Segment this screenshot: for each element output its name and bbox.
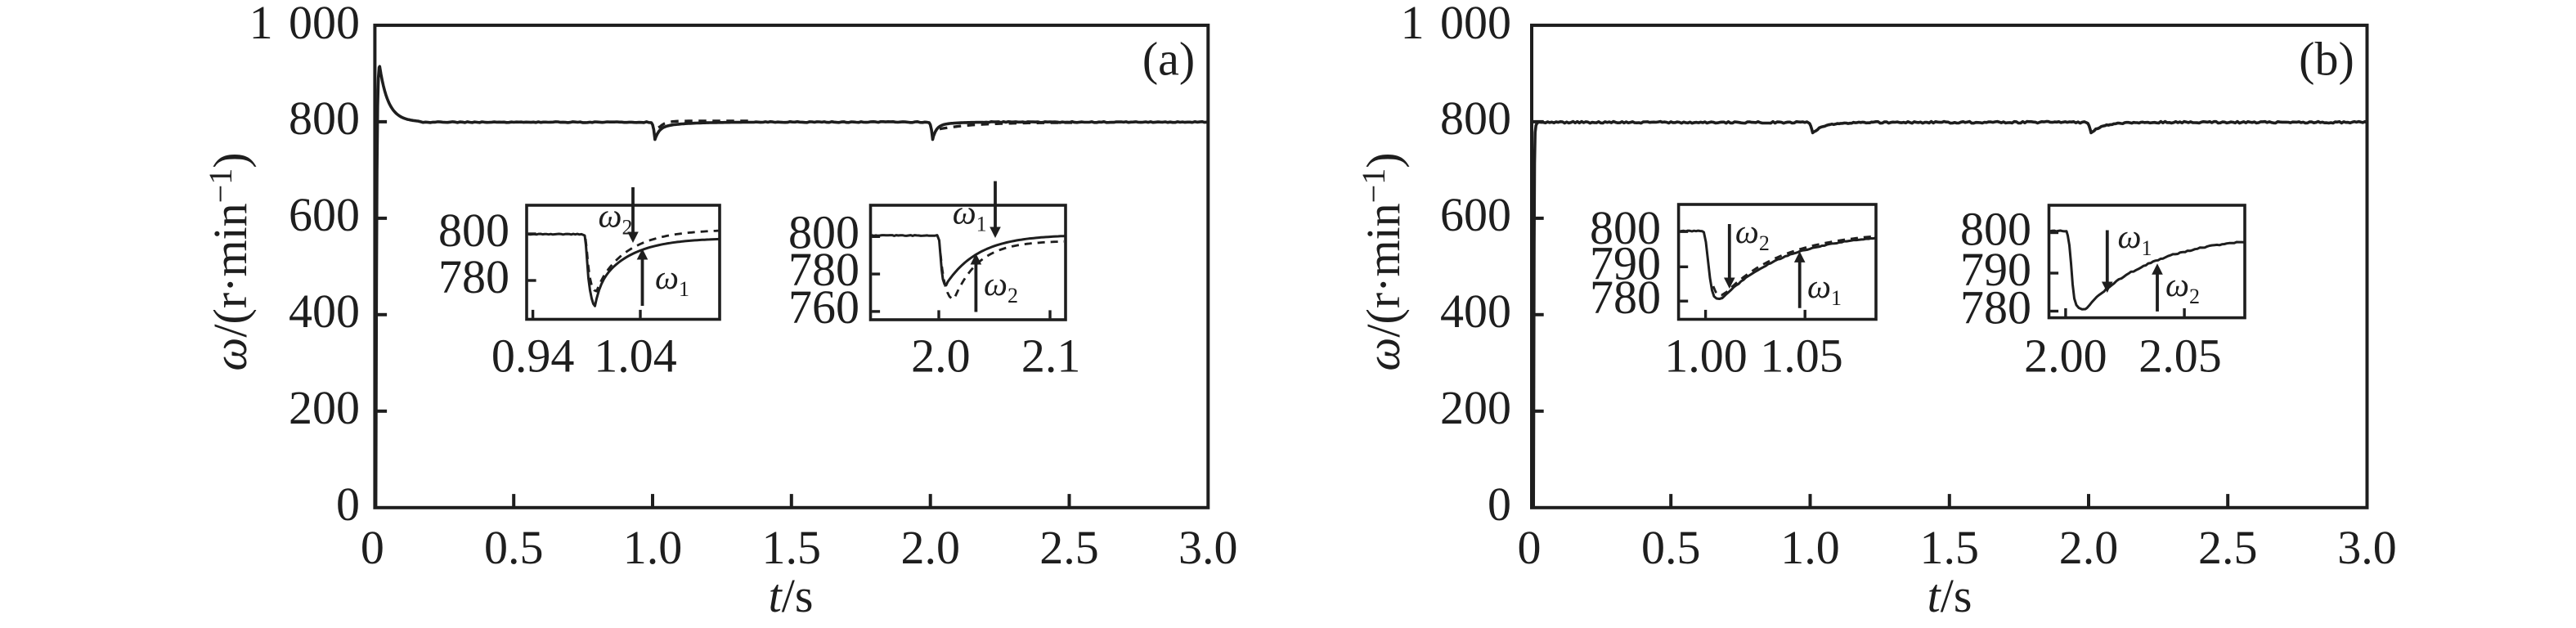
svg-text:2.5: 2.5 bbox=[1039, 521, 1099, 574]
svg-text:600: 600 bbox=[289, 188, 360, 241]
svg-text:200: 200 bbox=[1440, 381, 1511, 434]
svg-text:780: 780 bbox=[788, 243, 859, 296]
svg-text:780: 780 bbox=[438, 250, 509, 303]
svg-text:800: 800 bbox=[289, 92, 360, 145]
svg-text:760: 760 bbox=[788, 280, 859, 334]
svg-text:2.0: 2.0 bbox=[911, 330, 971, 383]
svg-text:3.0: 3.0 bbox=[2337, 521, 2397, 574]
svg-text:2.00: 2.00 bbox=[2024, 330, 2107, 383]
svg-text:1.05: 1.05 bbox=[1760, 330, 1843, 383]
svg-text:t/s: t/s bbox=[769, 569, 814, 622]
svg-text:2.1: 2.1 bbox=[1021, 330, 1081, 383]
svg-text:400: 400 bbox=[1440, 285, 1511, 338]
svg-text:200: 200 bbox=[289, 381, 360, 434]
svg-text:(b): (b) bbox=[2299, 33, 2354, 86]
svg-text:0.94: 0.94 bbox=[491, 330, 575, 383]
svg-text:1 000: 1 000 bbox=[1401, 0, 1511, 49]
svg-text:800: 800 bbox=[438, 204, 509, 257]
svg-text:ω2: ω2 bbox=[599, 197, 633, 240]
svg-text:1.5: 1.5 bbox=[762, 521, 822, 574]
svg-text:3.0: 3.0 bbox=[1178, 521, 1238, 574]
svg-text:0: 0 bbox=[1518, 521, 1542, 574]
svg-text:800: 800 bbox=[1590, 201, 1661, 254]
svg-text:800: 800 bbox=[788, 205, 859, 258]
svg-text:0: 0 bbox=[336, 478, 360, 531]
svg-text:780: 780 bbox=[1590, 271, 1661, 324]
svg-text:800: 800 bbox=[1440, 92, 1511, 145]
svg-text:2.5: 2.5 bbox=[2198, 521, 2258, 574]
svg-text:0.5: 0.5 bbox=[1641, 521, 1701, 574]
svg-text:1.0: 1.0 bbox=[1780, 521, 1840, 574]
svg-text:ω1: ω1 bbox=[953, 194, 987, 236]
svg-text:1.5: 1.5 bbox=[1920, 521, 1980, 574]
svg-text:0: 0 bbox=[1488, 478, 1511, 531]
svg-text:790: 790 bbox=[1590, 236, 1661, 289]
svg-text:0.5: 0.5 bbox=[484, 521, 544, 574]
svg-text:800: 800 bbox=[1960, 203, 2031, 256]
svg-text:t/s: t/s bbox=[1928, 569, 1972, 622]
svg-text:600: 600 bbox=[1440, 188, 1511, 241]
svg-text:2.0: 2.0 bbox=[2059, 521, 2119, 574]
svg-text:780: 780 bbox=[1960, 281, 2031, 334]
svg-text:400: 400 bbox=[289, 285, 360, 338]
svg-text:ω/(r·min−1): ω/(r·min−1) bbox=[202, 152, 257, 370]
svg-text:1.00: 1.00 bbox=[1664, 330, 1748, 383]
svg-text:790: 790 bbox=[1960, 243, 2031, 296]
svg-text:1.0: 1.0 bbox=[623, 521, 683, 574]
svg-text:2.0: 2.0 bbox=[900, 521, 960, 574]
svg-text:0: 0 bbox=[361, 521, 384, 574]
svg-text:1 000: 1 000 bbox=[249, 0, 360, 49]
svg-text:(a): (a) bbox=[1142, 33, 1195, 86]
svg-text:1.04: 1.04 bbox=[594, 330, 677, 383]
svg-text:2.05: 2.05 bbox=[2138, 330, 2222, 383]
